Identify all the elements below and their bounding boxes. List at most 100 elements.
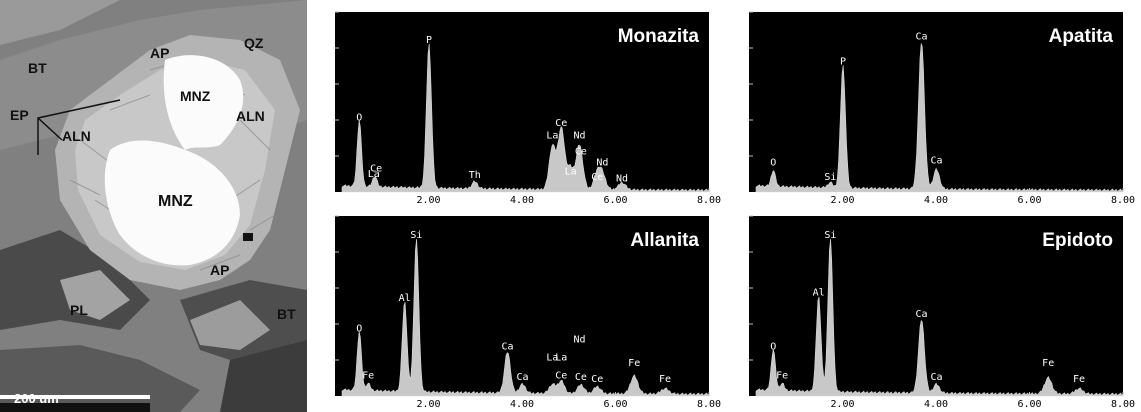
y-tick-label: 200 (728, 152, 746, 163)
peak-label-ce: Ce (575, 147, 587, 158)
peak-label-p: P (840, 57, 846, 68)
spectrum-panel-apatita: 200 400 600 800 1k 2.00 4.00 6.00 8.00 keV O Si P Ca C… (721, 4, 1141, 208)
peak-label-si: Si (824, 172, 836, 183)
label-aln-right: ALN (236, 108, 265, 124)
peak-label-fe: Fe (628, 358, 640, 369)
label-bt-top: BT (28, 60, 47, 76)
spectrum-title: Apatita (1049, 26, 1114, 47)
y-tick-label: 800 (728, 248, 746, 259)
x-tick-label: 2.00 (830, 195, 854, 206)
x-unit-label: keV (1125, 182, 1141, 193)
plot-area (335, 12, 709, 192)
spectrum-panel-monazita: 200 400 600 800 1k 2.00 4.00 6.00 8.00 keV O Ce La P T… (307, 4, 729, 208)
peak-label-ce: Ce (591, 374, 603, 385)
peak-label-ce: Ce (555, 118, 567, 129)
y-tick-label: 400 (314, 320, 332, 331)
peak-label-si: Si (824, 230, 836, 241)
plot-area (749, 12, 1123, 192)
peak-label-la: La (555, 352, 567, 363)
peak-label-o: O (356, 324, 362, 335)
x-tick-label: 8.00 (697, 399, 721, 410)
spectrum-area (755, 238, 1124, 397)
peak-label-fe: Fe (659, 374, 671, 385)
y-tick-label: 800 (314, 248, 332, 259)
peak-label-si: Si (410, 230, 422, 241)
spectrum-apatita: 200 400 600 800 1k 2.00 4.00 6.00 8.00 keV O Si P Ca C… (728, 8, 1141, 206)
y-tick-label: 1k (734, 8, 746, 19)
peak-label-o: O (770, 157, 776, 168)
y-tick-label: 600 (728, 80, 746, 91)
x-tick-label: 6.00 (1017, 195, 1041, 206)
peak-label-fe: Fe (776, 370, 788, 381)
x-tick-label: 6.00 (603, 195, 627, 206)
x-unit-label: keV (711, 386, 729, 397)
spectrum-area (341, 43, 710, 193)
x-tick-label: 4.00 (510, 195, 534, 206)
x-tick-label: 8.00 (1111, 399, 1135, 410)
peak-label-nd: Nd (616, 174, 628, 185)
label-ep: EP (10, 107, 29, 123)
peak-label-nd: Nd (596, 157, 608, 168)
x-tick-label: 2.00 (830, 399, 854, 410)
label-qz: QZ (244, 35, 264, 51)
spectrum-area (341, 238, 710, 397)
x-unit-label: keV (711, 182, 729, 193)
peak-label-ce: Ce (555, 370, 567, 381)
y-tick-label: 200 (314, 356, 332, 367)
x-tick-label: 6.00 (603, 399, 627, 410)
peak-label-la: La (546, 130, 558, 141)
y-tick-label: 600 (314, 80, 332, 91)
x-tick-label: 6.00 (1017, 399, 1041, 410)
peak-label-ca: Ca (501, 342, 513, 353)
label-ap-top: AP (150, 45, 170, 61)
scale-bar-label: 200 um (14, 391, 59, 406)
x-tick-label: 8.00 (1111, 195, 1135, 206)
x-tick-label: 4.00 (510, 399, 534, 410)
peak-label-p: P (426, 35, 432, 46)
y-tick-label: 600 (314, 284, 332, 295)
peak-label-fe: Fe (1073, 374, 1085, 385)
y-tick-label: 800 (314, 44, 332, 55)
peak-label-la: La (546, 352, 558, 363)
peak-label-fe: Fe (362, 370, 374, 381)
peak-label-nd: Nd (573, 130, 585, 141)
peak-label-ce: Ce (591, 172, 603, 183)
peak-label-fe: Fe (1042, 358, 1054, 369)
peak-label-al: Al (399, 293, 411, 304)
x-tick-label: 2.00 (416, 399, 440, 410)
label-pl: PL (70, 302, 88, 318)
micrograph-image (0, 0, 307, 412)
plot-area (749, 216, 1123, 396)
spectrum-title: Allanita (630, 230, 699, 251)
x-tick-label: 8.00 (697, 195, 721, 206)
y-tick-label: 600 (728, 284, 746, 295)
bse-micrograph: AP QZ BT MNZ EP ALN ALN MNZ AP PL BT 200… (0, 0, 307, 412)
peak-label-ce: Ce (370, 164, 382, 175)
y-tick-label: 800 (728, 44, 746, 55)
y-tick-label: 1k (734, 212, 746, 223)
y-tick-label: 1k (320, 8, 332, 19)
peak-label-ca: Ca (930, 372, 942, 383)
x-tick-label: 4.00 (924, 399, 948, 410)
x-tick-label: 2.00 (416, 195, 440, 206)
spectrum-title: Epidoto (1042, 230, 1113, 251)
peak-label-o: O (356, 112, 362, 123)
label-aln-left: ALN (62, 128, 91, 144)
y-tick-label: 200 (728, 356, 746, 367)
peak-label-la: La (565, 166, 577, 177)
spectrum-panel-allanita: 200 400 600 800 1k 2.00 4.00 6.00 8.00 keV O Fe Al Si… (307, 208, 729, 412)
y-tick-label: 400 (728, 116, 746, 127)
spectrum-panel-epidoto: 200 400 600 800 1k 2.00 4.00 6.00 8.00 keV O Fe Al Si… (721, 208, 1141, 412)
peak-label-ca: Ca (516, 372, 528, 383)
peak-label-th: Th (469, 170, 481, 181)
spectrum-epidoto: 200 400 600 800 1k 2.00 4.00 6.00 8.00 keV O Fe Al Si… (728, 212, 1141, 410)
label-bt-bottom: BT (277, 306, 296, 322)
label-mnz-top: MNZ (180, 88, 211, 104)
peak-label-al: Al (813, 288, 825, 299)
x-unit-label: keV (1125, 386, 1141, 397)
peak-label-ca: Ca (915, 31, 927, 42)
y-tick-label: 400 (314, 116, 332, 127)
x-tick-label: 4.00 (924, 195, 948, 206)
plot-area (335, 216, 709, 396)
peak-label-ca: Ca (915, 309, 927, 320)
